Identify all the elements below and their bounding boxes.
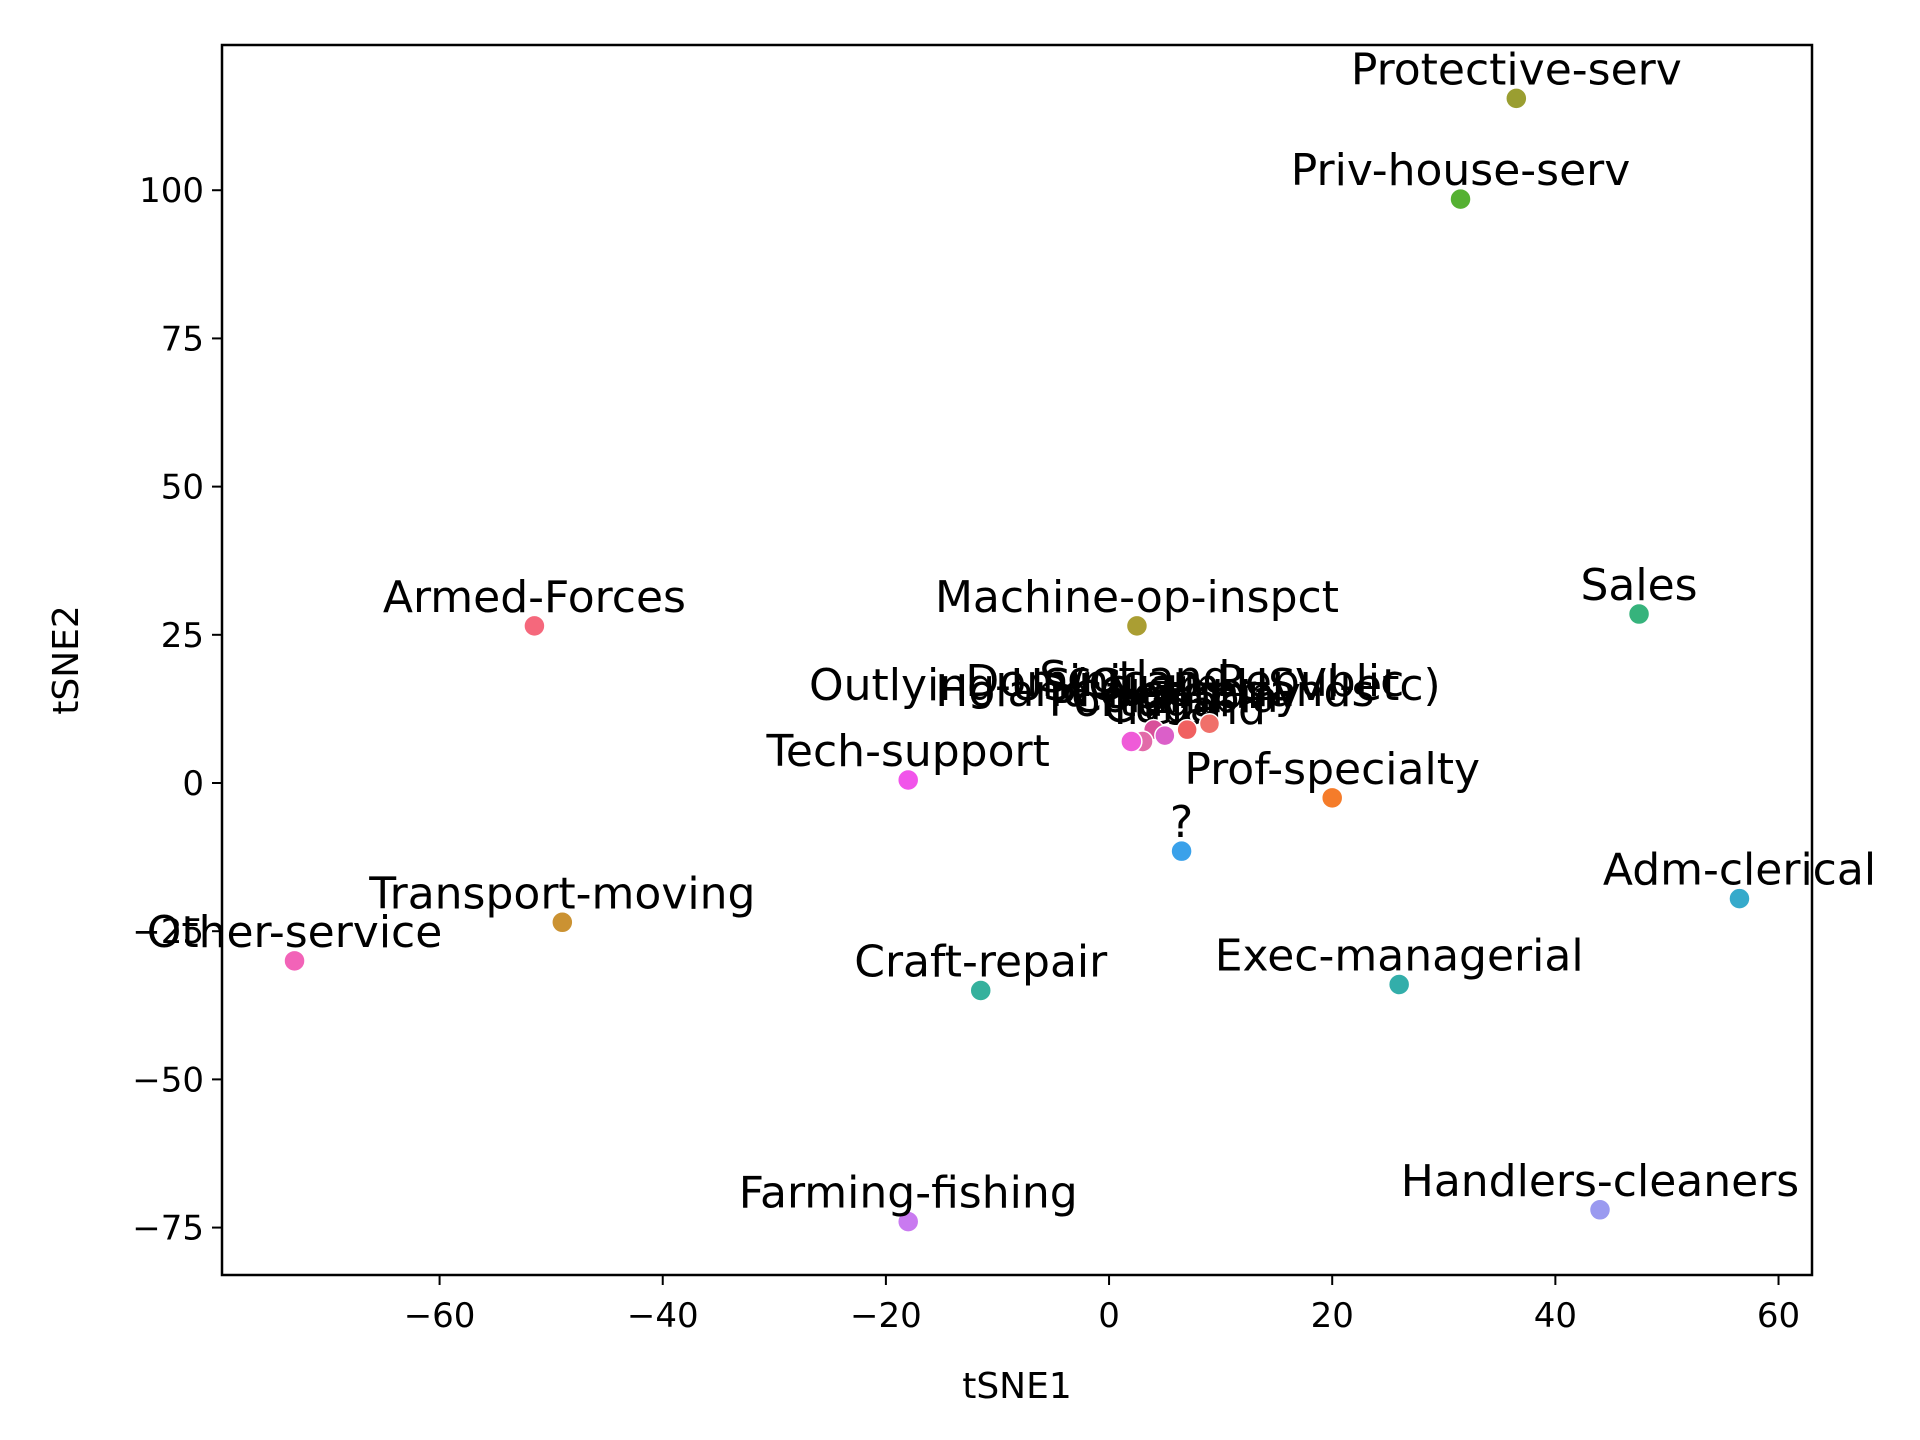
- x-axis-ticks: −60 −40 −20 0 20 40 60: [404, 1275, 1800, 1336]
- y-tick-label: 25: [161, 616, 204, 656]
- y-tick-label: 75: [161, 319, 204, 359]
- data-point-label: Sales: [1580, 560, 1697, 611]
- x-tick-label: 0: [1098, 1296, 1120, 1336]
- data-point: [1627, 602, 1651, 626]
- data-point-label: Handlers-cleaners: [1401, 1156, 1799, 1207]
- x-tick-label: 60: [1757, 1296, 1800, 1336]
- data-point: [969, 979, 992, 1002]
- data-point-label: Protective-serv: [1351, 44, 1682, 95]
- x-axis-label: tSNE1: [962, 1366, 1072, 1407]
- y-tick-label: 50: [161, 468, 204, 508]
- plot-area-frame: [220, 43, 1814, 1277]
- data-point: [283, 949, 306, 973]
- y-tick-label: 100: [139, 171, 204, 211]
- data-point-label: Machine-op-inspct: [935, 572, 1339, 623]
- cluster-point-label: Columbia: [1071, 672, 1279, 723]
- cluster-point-label: Holand-Netherlands: [935, 666, 1374, 717]
- data-point-label: Exec-managerial: [1215, 931, 1584, 982]
- data-point: [1728, 887, 1751, 910]
- data-point: [896, 768, 920, 792]
- data-point: [1320, 786, 1344, 810]
- cluster-point: [1154, 724, 1176, 747]
- y-axis-ticks: −75 −50 −25 0 25 50 75 100: [132, 171, 222, 1249]
- data-point-label: Other-service: [147, 907, 443, 958]
- data-point: [1449, 187, 1472, 211]
- data-point-label: Tech-support: [766, 726, 1050, 777]
- x-tick-label: 40: [1534, 1296, 1577, 1336]
- y-tick-label: −50: [132, 1060, 204, 1100]
- data-point-label: Priv-house-serv: [1291, 145, 1631, 196]
- data-point-label: ?: [1170, 797, 1193, 848]
- cluster-point-label: Scotland: [1039, 652, 1230, 703]
- data-point-label: Armed-Forces: [383, 572, 686, 623]
- data-point: [896, 1210, 920, 1233]
- y-tick-label: 0: [182, 764, 204, 804]
- data-point-label: Farming-fishing: [739, 1168, 1078, 1219]
- cluster-point-label: Outlying-US(Guam-USVI-etc): [809, 660, 1441, 711]
- point-labels: Protective-serv Priv-house-serv Sales Armed…: [147, 44, 1876, 1218]
- data-point-label: Prof-specialty: [1184, 744, 1480, 795]
- data-point: [1387, 973, 1411, 996]
- y-tick-label: −25: [132, 912, 204, 952]
- data-point: [1170, 839, 1193, 863]
- y-tick-label: −75: [132, 1209, 204, 1249]
- data-point-label: Transport-moving: [368, 868, 755, 919]
- x-tick-label: −60: [404, 1296, 476, 1336]
- x-tick-label: −40: [627, 1296, 699, 1336]
- data-point: [1120, 730, 1143, 753]
- y-axis-label: tSNE2: [46, 605, 87, 715]
- data-point: [551, 911, 574, 934]
- data-point: [1505, 87, 1528, 110]
- data-point-label: Adm-clerical: [1603, 845, 1876, 896]
- cluster-point: [1176, 718, 1198, 741]
- cluster-labels: Outlying-US(Guam-USVI-etc)Holand-Netherl…: [809, 652, 1441, 735]
- data-point-label: Craft-repair: [854, 936, 1108, 987]
- point-marks: [283, 87, 1751, 1233]
- x-tick-label: −20: [850, 1296, 922, 1336]
- data-point: [1588, 1198, 1612, 1222]
- cluster-point-label: Dominican-Republic: [965, 656, 1404, 707]
- data-point: [1125, 614, 1149, 638]
- x-tick-label: 20: [1311, 1296, 1354, 1336]
- cluster-point-label: Germany: [1099, 668, 1301, 719]
- cluster-point: [1198, 712, 1221, 735]
- data-point: [523, 614, 546, 638]
